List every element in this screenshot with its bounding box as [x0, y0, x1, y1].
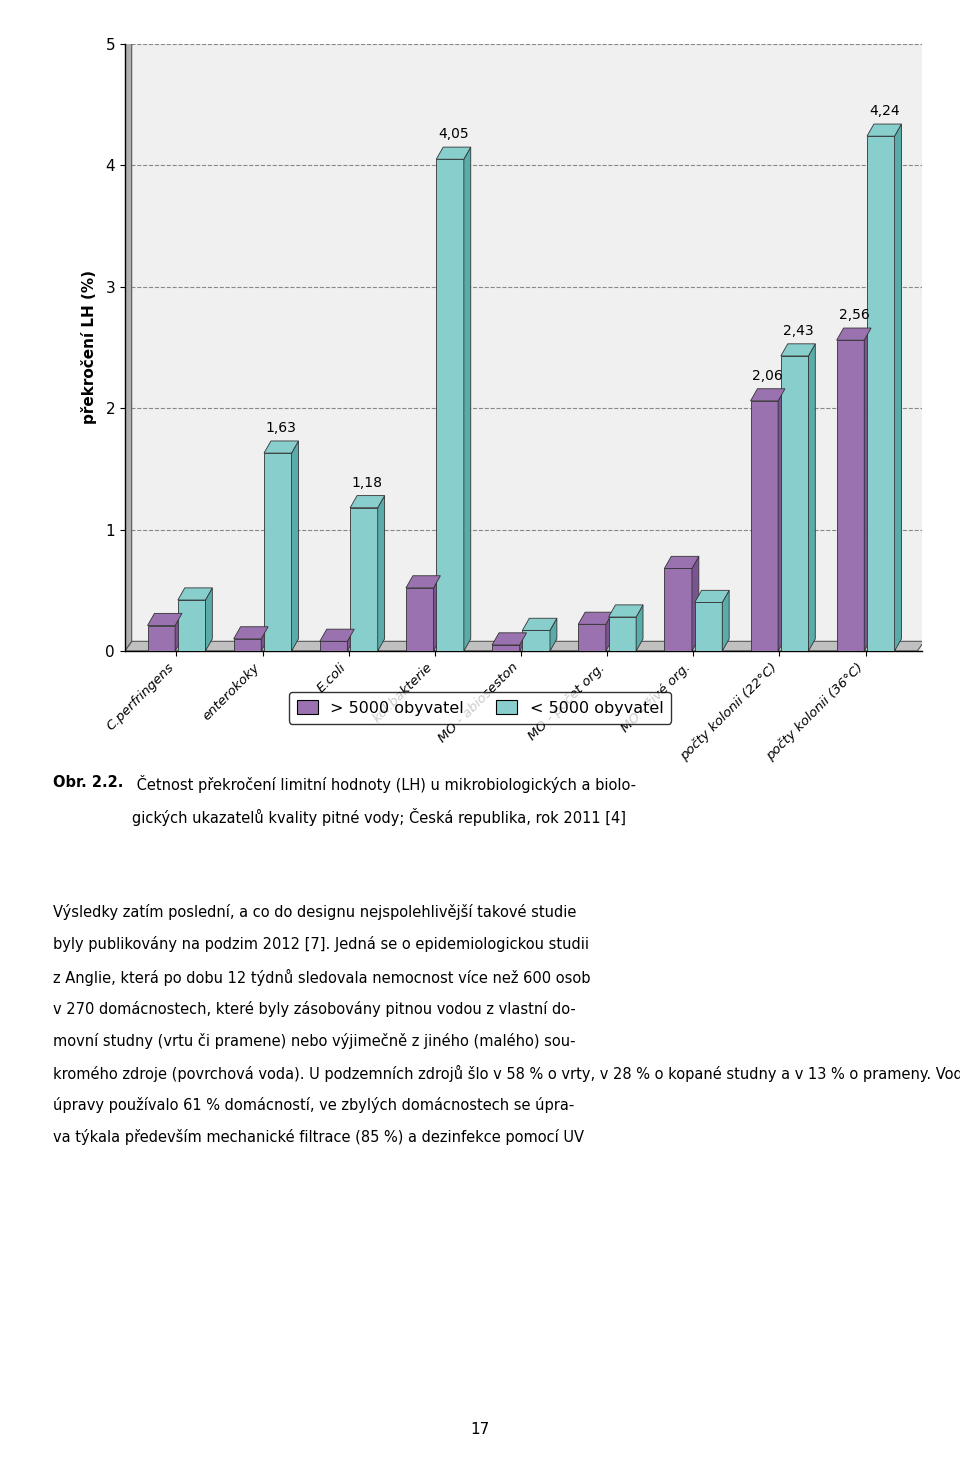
Bar — [867, 136, 895, 651]
Polygon shape — [609, 604, 643, 617]
Text: v 270 domácnostech, které byly zásobovány pitnou vodou z vlastní do-: v 270 domácnostech, které byly zásobován… — [53, 1001, 576, 1017]
Text: 1,18: 1,18 — [352, 475, 383, 490]
Bar — [751, 401, 779, 651]
Bar — [350, 508, 377, 651]
Polygon shape — [264, 440, 299, 454]
Text: va týkala především mechanické filtrace (85 %) a dezinfekce pomocí UV: va týkala především mechanické filtrace … — [53, 1129, 584, 1146]
Polygon shape — [808, 344, 815, 651]
Text: 1,63: 1,63 — [266, 421, 297, 435]
Bar — [148, 626, 175, 651]
Text: 2,43: 2,43 — [782, 323, 813, 338]
Bar — [695, 603, 722, 651]
Polygon shape — [125, 641, 924, 651]
Polygon shape — [348, 629, 354, 651]
Polygon shape — [148, 613, 182, 626]
Text: 4,24: 4,24 — [869, 104, 900, 119]
Text: movní studny (vrtu či pramene) nebo výjimečně z jiného (malého) sou-: movní studny (vrtu či pramene) nebo výji… — [53, 1033, 575, 1049]
Polygon shape — [205, 588, 212, 651]
Polygon shape — [377, 496, 385, 651]
Polygon shape — [722, 590, 730, 651]
Polygon shape — [837, 328, 871, 341]
Polygon shape — [522, 619, 557, 631]
Text: kromého zdroje (povrchová voda). U podzemních zdrojů šlo v 58 % o vrty, v 28 % o: kromého zdroje (povrchová voda). U podze… — [53, 1065, 960, 1083]
Bar — [522, 631, 550, 651]
Polygon shape — [125, 34, 132, 651]
Polygon shape — [519, 633, 526, 651]
Polygon shape — [779, 389, 785, 651]
Text: byly publikovány na podzim 2012 [7]. Jedná se o epidemiologickou studii: byly publikovány na podzim 2012 [7]. Jed… — [53, 936, 588, 952]
Polygon shape — [780, 344, 815, 356]
Text: gických ukazatelů kvality pitné vody; Česká republika, rok 2011 [4]: gických ukazatelů kvality pitné vody; Če… — [132, 808, 626, 825]
Bar — [233, 639, 261, 651]
Text: úpravy používalo 61 % domácností, ve zbylých domácnostech se úpra-: úpravy používalo 61 % domácností, ve zby… — [53, 1097, 574, 1113]
Bar — [320, 641, 348, 651]
Polygon shape — [606, 612, 612, 651]
Polygon shape — [895, 124, 901, 651]
Bar — [436, 159, 464, 651]
Polygon shape — [692, 556, 699, 651]
Bar — [264, 454, 292, 651]
Legend: > 5000 obyvatel, < 5000 obyvatel: > 5000 obyvatel, < 5000 obyvatel — [289, 692, 671, 724]
Polygon shape — [175, 613, 182, 651]
Polygon shape — [434, 576, 441, 651]
Bar — [664, 569, 692, 651]
Polygon shape — [751, 389, 785, 401]
Bar — [406, 588, 434, 651]
Polygon shape — [464, 148, 470, 651]
Polygon shape — [292, 440, 299, 651]
Polygon shape — [436, 148, 470, 159]
Polygon shape — [550, 619, 557, 651]
Polygon shape — [492, 633, 526, 645]
Text: 2,56: 2,56 — [838, 309, 869, 322]
Text: Četnost překročení limitní hodnoty (LH) u mikrobiologických a biolo-: Četnost překročení limitní hodnoty (LH) … — [132, 775, 636, 793]
Bar — [609, 617, 636, 651]
Y-axis label: překročení LH (%): překročení LH (%) — [81, 271, 97, 424]
Polygon shape — [178, 588, 212, 600]
Polygon shape — [695, 590, 730, 603]
Text: Obr. 2.2.: Obr. 2.2. — [53, 775, 123, 790]
Text: 4,05: 4,05 — [438, 127, 468, 140]
Polygon shape — [261, 626, 268, 651]
Polygon shape — [406, 576, 441, 588]
Polygon shape — [864, 328, 871, 651]
Bar — [780, 356, 808, 651]
Polygon shape — [664, 556, 699, 569]
Polygon shape — [233, 626, 268, 639]
Text: Výsledky zatím poslední, a co do designu nejspolehlivější takové studie: Výsledky zatím poslední, a co do designu… — [53, 904, 576, 920]
Polygon shape — [867, 124, 901, 136]
Polygon shape — [578, 612, 612, 625]
Polygon shape — [350, 496, 385, 508]
Text: z Anglie, která po dobu 12 týdnů sledovala nemocnost více než 600 osob: z Anglie, která po dobu 12 týdnů sledova… — [53, 969, 590, 986]
Polygon shape — [320, 629, 354, 641]
Polygon shape — [636, 604, 643, 651]
Bar — [178, 600, 205, 651]
Bar — [837, 341, 864, 651]
Bar — [578, 625, 606, 651]
Text: 17: 17 — [470, 1422, 490, 1437]
Text: 2,06: 2,06 — [753, 369, 783, 383]
Bar — [492, 645, 519, 651]
